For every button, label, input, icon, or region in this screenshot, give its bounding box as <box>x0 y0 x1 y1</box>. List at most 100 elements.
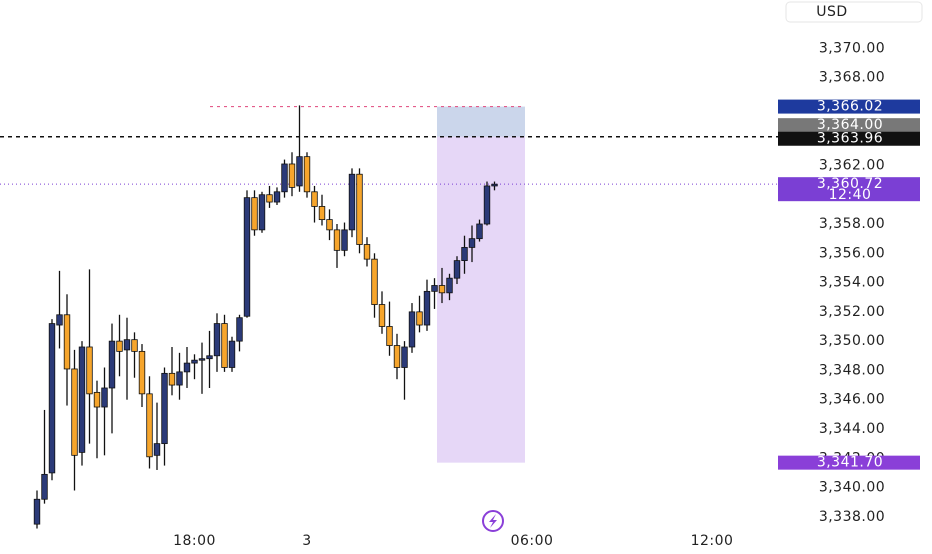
x-tick-label: 12:00 <box>691 533 734 549</box>
candle-body <box>206 355 213 360</box>
x-tick-label: 3 <box>302 533 311 549</box>
candle-body <box>93 391 101 408</box>
y-tick-label: 3,356.00 <box>819 245 885 261</box>
candle-body <box>423 290 431 326</box>
candle-body <box>191 359 198 364</box>
candle-body <box>371 258 378 305</box>
candle-body <box>333 229 341 251</box>
y-tick-label: 3,358.00 <box>819 216 885 232</box>
candle-body <box>273 191 281 203</box>
candle-body <box>378 304 386 327</box>
candle-body <box>491 183 498 187</box>
candle-body <box>416 311 423 326</box>
candle-body <box>33 498 41 525</box>
y-tick-label: 3,344.00 <box>819 421 885 437</box>
candle-body <box>161 372 168 445</box>
candle-body <box>41 473 48 500</box>
x-tick-label: 18:00 <box>173 533 216 549</box>
position-reward-zone <box>437 136 525 463</box>
candle-body <box>408 311 416 348</box>
y-tick-label: 3,362.00 <box>819 157 885 173</box>
candle-body <box>71 368 78 456</box>
candle-body <box>236 317 243 342</box>
price-label-box <box>778 177 920 202</box>
price-label-box <box>778 455 920 470</box>
price-label: 3,366.02 <box>817 99 883 115</box>
candle-body <box>116 340 123 352</box>
candle-body <box>63 314 71 370</box>
candle-body <box>213 323 221 357</box>
candle-body <box>476 223 483 240</box>
candle-body <box>108 340 116 389</box>
candle-body <box>258 194 266 231</box>
price-label: 3,364.00 <box>817 117 883 133</box>
y-tick-label: 3,346.00 <box>819 392 885 408</box>
candle-body <box>153 443 161 456</box>
candle-body <box>251 197 258 231</box>
replay-icon[interactable] <box>482 510 504 532</box>
candle-body <box>363 244 371 260</box>
y-tick-label: 3,352.00 <box>819 304 885 320</box>
candle-body <box>198 358 206 361</box>
price-label-box <box>778 99 920 114</box>
candle-body <box>438 285 446 294</box>
candle-body <box>326 219 333 231</box>
candle-body <box>131 339 138 352</box>
y-tick-label: 3,368.00 <box>819 70 885 86</box>
candle-body <box>341 229 348 251</box>
candle-body <box>401 346 408 368</box>
price-label: 3,360.72 <box>817 176 883 192</box>
y-tick-label: 3,350.00 <box>819 333 885 349</box>
candle-body <box>288 163 296 188</box>
candle-body <box>78 346 86 453</box>
countdown-label: 12:40 <box>829 187 872 203</box>
candle-body <box>101 387 108 408</box>
y-tick-label: 3,338.00 <box>819 509 885 525</box>
candle-body <box>123 339 131 351</box>
price-label: 3,363.96 <box>817 131 883 147</box>
unit-box <box>785 1 923 23</box>
candle-body <box>303 156 311 193</box>
candle-body <box>243 197 251 317</box>
candle-body <box>468 238 476 248</box>
price-label: 3,341.70 <box>817 455 883 471</box>
price-label-box <box>778 131 920 146</box>
candle-body <box>183 362 191 373</box>
candle-body <box>146 393 153 458</box>
candle-body <box>386 326 393 346</box>
candle-body <box>281 163 288 193</box>
candle-body <box>176 371 183 386</box>
candle-body <box>483 185 491 225</box>
position-risk-zone <box>437 106 525 137</box>
candle-body <box>228 340 236 368</box>
candle-body <box>168 372 176 386</box>
candle-body <box>453 260 461 279</box>
y-tick-label: 3,348.00 <box>819 362 885 378</box>
x-tick-label: 06:00 <box>511 533 554 549</box>
overlay <box>0 106 778 463</box>
candle-body <box>461 247 468 262</box>
candle-body <box>266 194 273 203</box>
icon-bolt[interactable] <box>489 514 497 528</box>
y-tick-label: 3,370.00 <box>819 40 885 56</box>
price-axis: 3,338.003,340.003,342.003,344.003,346.00… <box>173 40 920 549</box>
axis-unit: USD <box>816 4 847 20</box>
candle-body <box>48 323 56 474</box>
candle-body <box>431 285 438 292</box>
candle-body <box>348 173 356 231</box>
candle-body <box>311 191 318 207</box>
candle-body <box>393 345 401 368</box>
candle-body <box>446 277 453 294</box>
y-tick-label: 3,340.00 <box>819 480 885 496</box>
candles <box>33 105 498 529</box>
candle-body <box>356 173 363 245</box>
candle-body <box>56 314 63 326</box>
y-tick-label: 3,354.00 <box>819 275 885 291</box>
candle-body <box>86 346 93 395</box>
candle-body <box>296 156 303 187</box>
candle-body <box>221 323 228 368</box>
candle-body <box>138 350 146 395</box>
price-label-box <box>778 118 920 133</box>
